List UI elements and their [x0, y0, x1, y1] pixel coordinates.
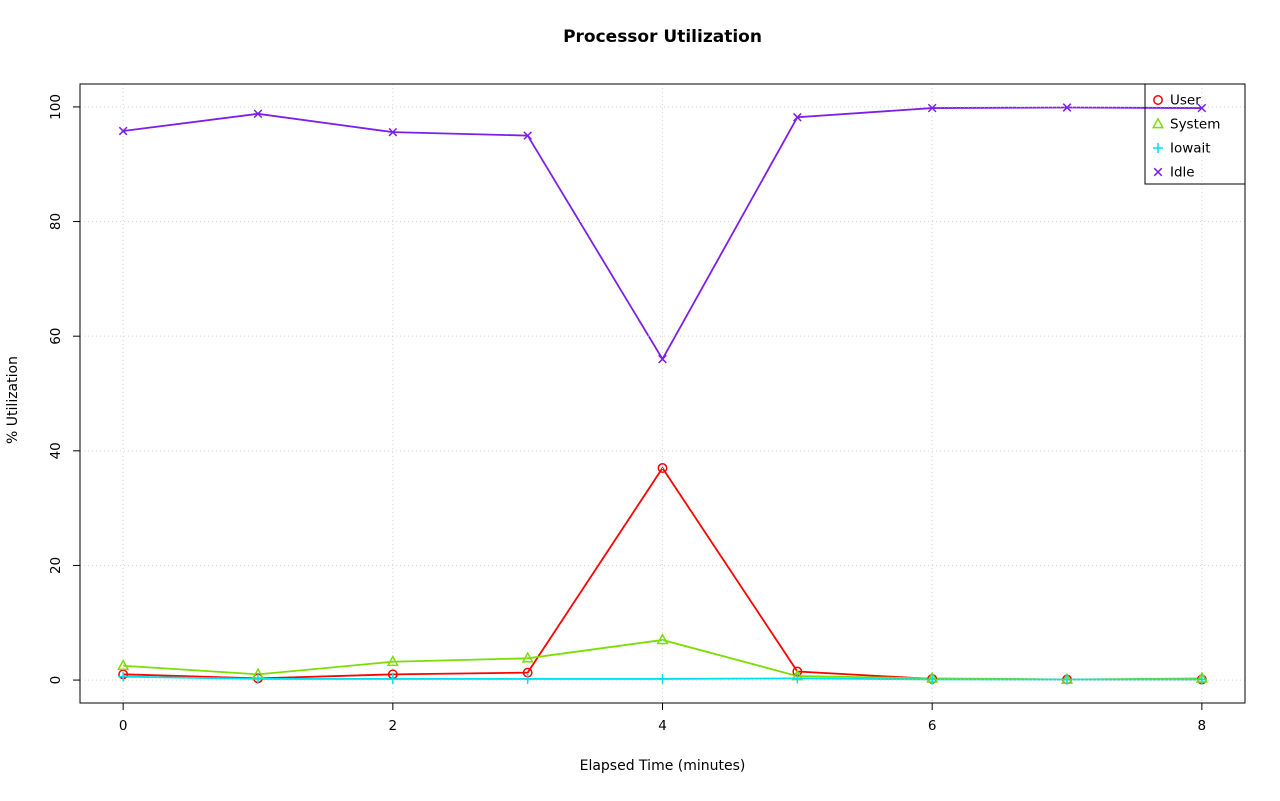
- data-point-idle: [927, 103, 937, 113]
- series-line-system: [123, 639, 1202, 681]
- legend-box: [1144, 83, 1246, 185]
- plot-box: [79, 83, 1246, 704]
- legend-marker-user: [1153, 95, 1163, 105]
- marker-x-2: [927, 103, 937, 113]
- data-point-system: [117, 658, 130, 671]
- marker-x-2: [1153, 167, 1163, 177]
- y-tick-label: 0: [48, 676, 64, 685]
- data-point-idle: [118, 126, 128, 136]
- marker-x-2: [793, 112, 802, 122]
- data-point-user: [657, 463, 668, 473]
- data-point-iowait: [657, 673, 668, 684]
- marker-x-2: [253, 109, 263, 119]
- marker-x-2: [523, 131, 532, 140]
- data-point-idle: [253, 109, 263, 119]
- legend-label-system: System: [1170, 117, 1220, 133]
- y-tick-label: 60: [48, 328, 64, 345]
- data-point-iowait: [1196, 674, 1207, 685]
- data-point-system: [386, 654, 399, 667]
- legend-label-iowait: Iowait: [1170, 141, 1211, 157]
- data-point-idle: [523, 131, 532, 140]
- data-point-iowait: [792, 673, 803, 684]
- data-point-iowait: [927, 674, 938, 685]
- legend-label-user: User: [1170, 93, 1201, 109]
- marker-x-2: [118, 126, 128, 136]
- marker-triangle: [521, 651, 534, 663]
- marker-triangle: [386, 654, 399, 667]
- data-point-iowait: [387, 673, 398, 684]
- legend-marker-idle: [1153, 167, 1163, 177]
- marker-x-2: [658, 354, 667, 364]
- chart-title: Processor Utilization: [563, 27, 762, 47]
- marker-circle: [657, 463, 668, 473]
- x-tick-label: 6: [928, 718, 937, 734]
- y-tick-label: 80: [48, 213, 64, 230]
- x-tick-label: 0: [119, 718, 128, 734]
- legend-label-idle: Idle: [1170, 165, 1195, 181]
- y-tick-label: 20: [48, 557, 64, 574]
- series-line-idle: [123, 106, 1202, 361]
- data-point-idle: [388, 127, 398, 137]
- marker-circle: [1153, 95, 1163, 105]
- data-point-idle: [1062, 103, 1072, 112]
- data-point-system: [656, 633, 669, 645]
- x-tick-label: 8: [1198, 718, 1207, 734]
- marker-x-2: [1197, 103, 1207, 113]
- y-tick-label: 100: [48, 94, 64, 120]
- data-point-idle: [658, 354, 667, 364]
- marker-triangle: [1151, 117, 1165, 129]
- data-point-idle: [1197, 103, 1207, 113]
- series-line-user: [123, 466, 1202, 681]
- data-point-iowait: [522, 673, 533, 684]
- data-point-iowait: [1062, 674, 1073, 685]
- data-point-idle: [793, 112, 802, 122]
- marker-x-2: [1062, 103, 1072, 112]
- x-tick-label: 2: [389, 718, 398, 734]
- marker-triangle: [117, 658, 130, 671]
- marker-triangle: [656, 633, 669, 645]
- marker-x-2: [388, 127, 398, 137]
- legend-marker-iowait: [1153, 143, 1163, 153]
- x-axis-title: Elapsed Time (minutes): [579, 758, 746, 774]
- data-point-system: [521, 651, 534, 663]
- data-point-iowait: [252, 673, 263, 684]
- x-tick-label: 4: [658, 718, 667, 734]
- data-point-iowait: [118, 671, 129, 682]
- legend-marker-system: [1151, 117, 1165, 129]
- y-tick-label: 40: [48, 442, 64, 459]
